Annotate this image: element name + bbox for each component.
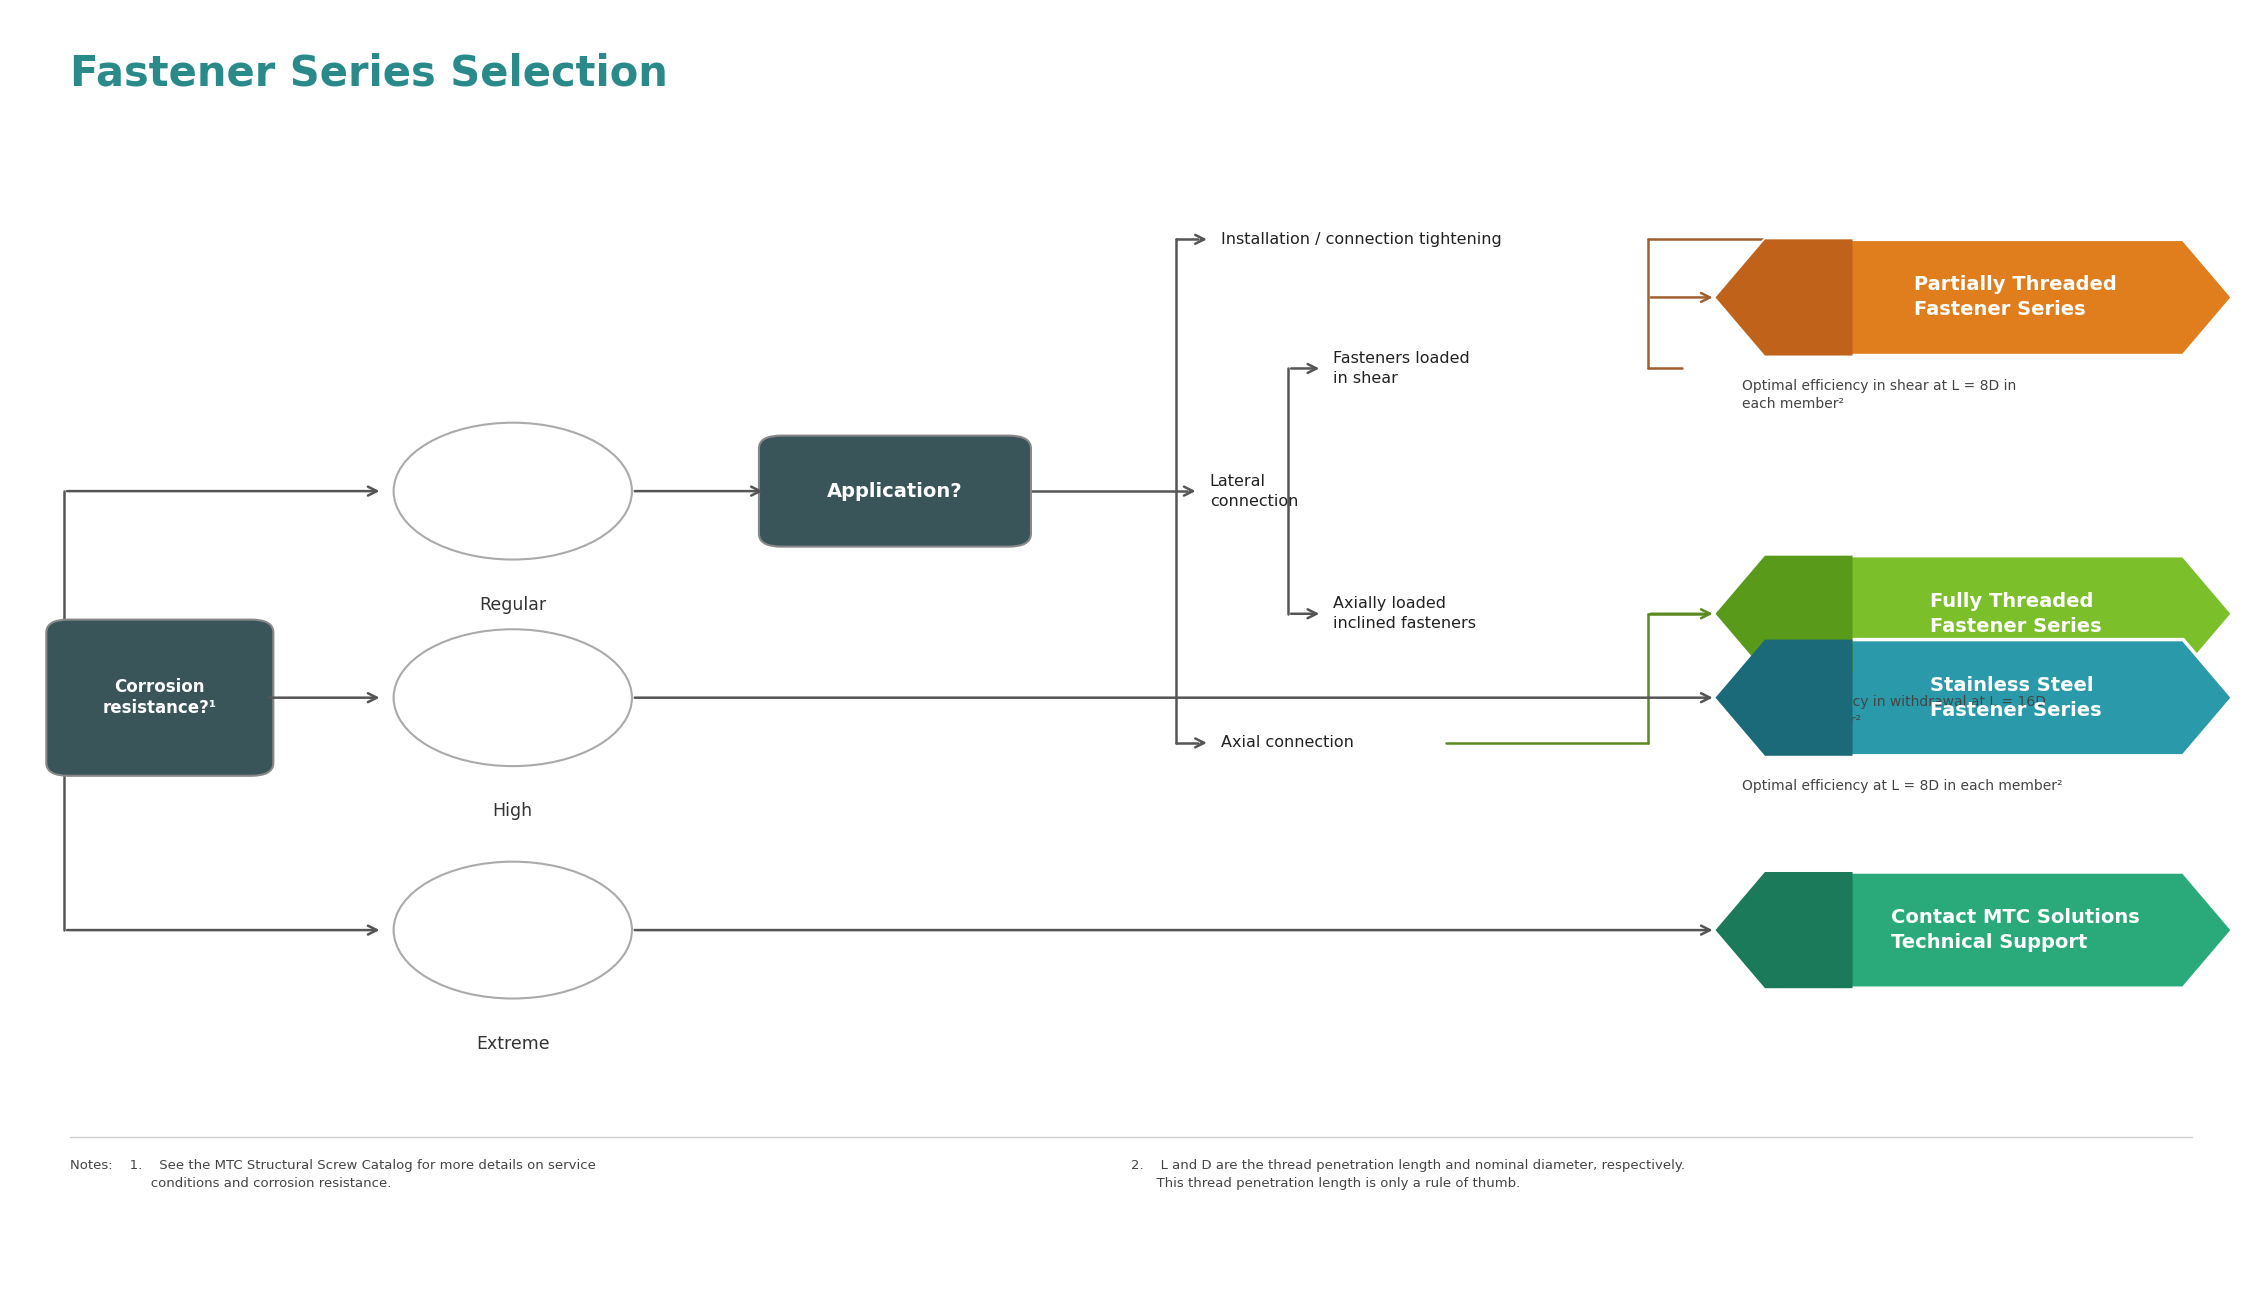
Polygon shape: [1715, 639, 1853, 756]
FancyBboxPatch shape: [45, 620, 274, 775]
Text: Stainless Steel
Fastener Series: Stainless Steel Fastener Series: [1929, 676, 2101, 719]
Text: Optimal efficiency in shear at L = 8D in
each member²: Optimal efficiency in shear at L = 8D in…: [1742, 378, 2018, 411]
Text: Installation / connection tightening: Installation / connection tightening: [1221, 232, 1502, 247]
Text: Notes:    1.    See the MTC Structural Screw Catalog for more details on service: Notes: 1. See the MTC Structural Screw C…: [70, 1159, 595, 1190]
Text: Fully Threaded
Fastener Series: Fully Threaded Fastener Series: [1929, 591, 2101, 636]
Text: Partially Threaded
Fastener Series: Partially Threaded Fastener Series: [1914, 275, 2117, 320]
Polygon shape: [1715, 239, 2233, 355]
Text: Extreme: Extreme: [475, 1035, 550, 1053]
Text: Application?: Application?: [828, 482, 964, 501]
Text: Fastener Series Selection: Fastener Series Selection: [70, 52, 667, 94]
Text: Optimal efficiency in withdrawal at L = 16D
in each member²: Optimal efficiency in withdrawal at L = …: [1742, 696, 2047, 727]
Polygon shape: [1715, 556, 1853, 672]
Text: Axial connection: Axial connection: [1221, 736, 1353, 750]
Polygon shape: [1715, 639, 2233, 756]
Polygon shape: [1715, 556, 2233, 672]
Text: Axially loaded
inclined fasteners: Axially loaded inclined fasteners: [1332, 596, 1477, 632]
Circle shape: [394, 861, 631, 998]
Circle shape: [394, 423, 631, 560]
Text: Optimal efficiency at L = 8D in each member²: Optimal efficiency at L = 8D in each mem…: [1742, 779, 2063, 793]
Text: High: High: [493, 803, 534, 821]
Text: Contact MTC Solutions
Technical Support: Contact MTC Solutions Technical Support: [1891, 908, 2140, 953]
Text: Lateral
connection: Lateral connection: [1210, 474, 1298, 509]
Circle shape: [394, 629, 631, 766]
Polygon shape: [1715, 872, 1853, 988]
Polygon shape: [1715, 239, 1853, 355]
Text: Corrosion
resistance?¹: Corrosion resistance?¹: [102, 679, 217, 716]
Text: Fasteners loaded
in shear: Fasteners loaded in shear: [1332, 351, 1470, 386]
FancyBboxPatch shape: [760, 436, 1031, 547]
Text: Regular: Regular: [480, 595, 547, 613]
Polygon shape: [1715, 872, 2233, 988]
Text: 2.    L and D are the thread penetration length and nominal diameter, respective: 2. L and D are the thread penetration le…: [1131, 1159, 1685, 1190]
